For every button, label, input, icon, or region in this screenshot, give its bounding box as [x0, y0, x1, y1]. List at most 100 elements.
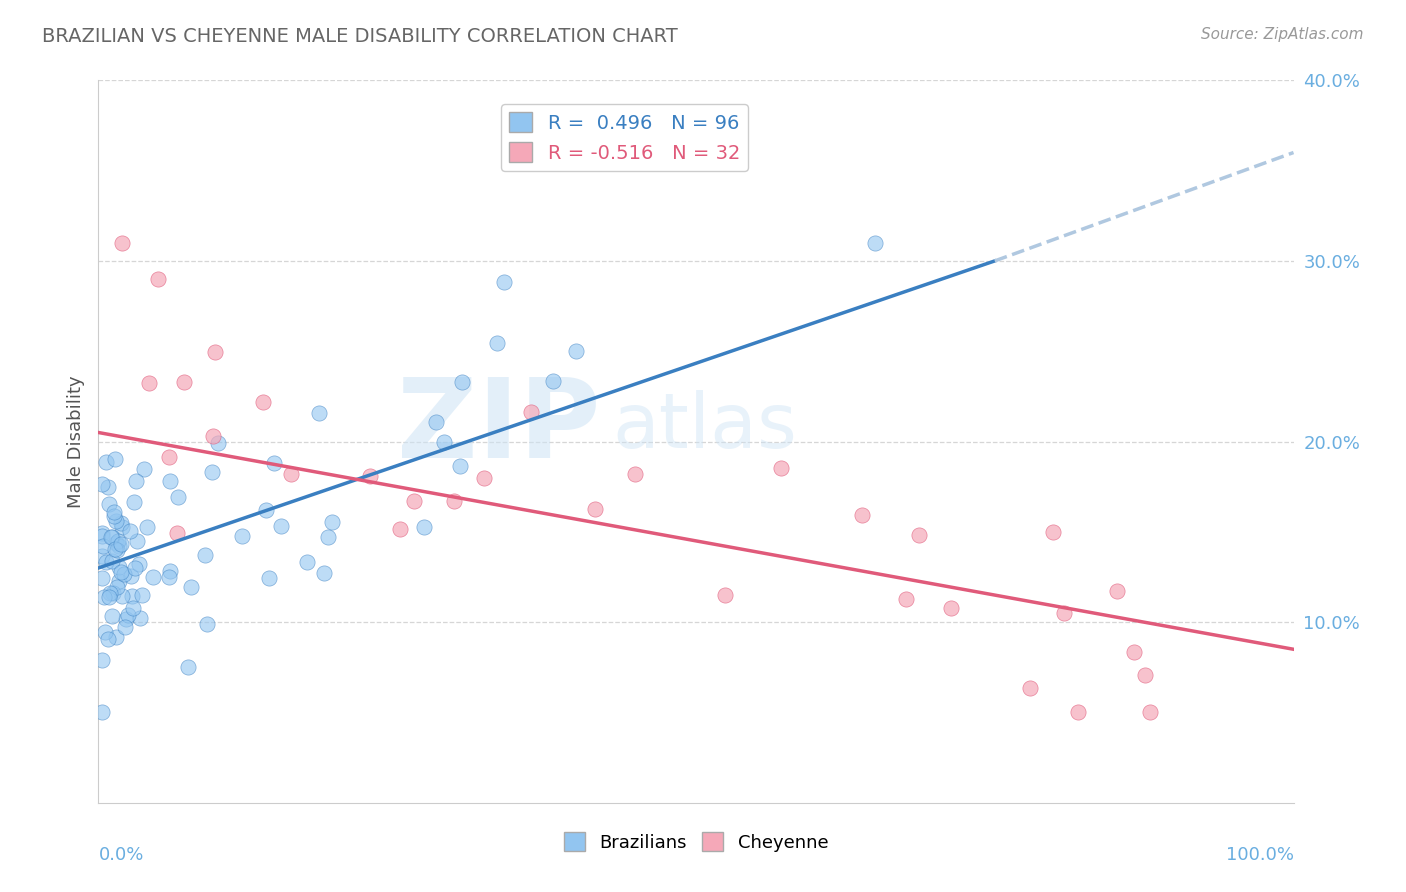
Point [107, 533, 129, 548]
Point [451, 375, 474, 389]
Point [108, 574, 131, 589]
Point [270, 518, 292, 533]
Point [104, 452, 127, 467]
Point [1053, 606, 1076, 620]
Point [120, 524, 142, 538]
Point [195, 617, 218, 632]
Point [159, 564, 181, 578]
Point [413, 519, 436, 533]
Point [97, 497, 120, 511]
Point [91, 706, 114, 720]
Point [136, 519, 159, 533]
Point [166, 525, 188, 540]
Point [321, 515, 343, 529]
Text: 100.0%: 100.0% [1226, 847, 1294, 864]
Point [107, 539, 129, 553]
Point [180, 580, 202, 594]
Point [157, 570, 180, 584]
Point [359, 469, 381, 483]
Point [98, 586, 121, 600]
Point [142, 570, 165, 584]
Point [201, 466, 224, 480]
Point [98, 591, 121, 605]
Point [314, 566, 336, 580]
Point [388, 522, 411, 536]
Point [443, 494, 465, 508]
Point [121, 601, 143, 615]
Point [122, 495, 145, 509]
Point [138, 376, 160, 391]
Point [485, 336, 508, 351]
Text: Source: ZipAtlas.com: Source: ZipAtlas.com [1201, 27, 1364, 42]
Point [624, 467, 647, 481]
Point [280, 467, 302, 481]
Point [1067, 706, 1090, 720]
Point [433, 435, 456, 450]
Point [111, 589, 134, 603]
Point [252, 395, 274, 409]
Point [108, 560, 131, 574]
Point [159, 474, 181, 488]
Point [128, 557, 150, 571]
Point [110, 520, 132, 534]
Point [316, 530, 339, 544]
Point [148, 272, 170, 286]
Point [105, 542, 128, 557]
Point [254, 503, 277, 517]
Point [1139, 706, 1161, 720]
Point [93, 590, 115, 604]
Point [177, 660, 200, 674]
Point [105, 514, 128, 528]
Point [125, 534, 148, 549]
Point [125, 475, 148, 489]
Point [295, 555, 318, 569]
Point [101, 554, 124, 568]
Point [908, 528, 931, 542]
Point [541, 374, 564, 388]
Point [110, 565, 132, 579]
Point [103, 508, 125, 523]
Point [124, 561, 146, 575]
Point [110, 516, 132, 530]
Point [131, 588, 153, 602]
Point [101, 530, 124, 544]
Text: 0.0%: 0.0% [98, 847, 143, 864]
Point [104, 542, 127, 557]
Text: atlas: atlas [613, 390, 797, 464]
Point [851, 508, 873, 523]
Legend: Brazilians, Cheyenne: Brazilians, Cheyenne [557, 825, 835, 859]
Point [167, 491, 190, 505]
Point [201, 429, 224, 443]
Point [173, 375, 195, 389]
Point [583, 501, 606, 516]
Point [207, 436, 229, 450]
Point [896, 592, 918, 607]
Point [91, 529, 114, 543]
Point [157, 450, 180, 464]
Point [1042, 525, 1064, 540]
Point [101, 586, 124, 600]
Point [402, 494, 425, 508]
Point [91, 570, 114, 584]
Point [111, 235, 134, 250]
Point [105, 580, 128, 594]
Point [257, 571, 280, 585]
Point [103, 505, 125, 519]
Point [519, 405, 541, 419]
Point [94, 455, 117, 469]
Y-axis label: Male Disability: Male Disability [66, 376, 84, 508]
Point [91, 525, 114, 540]
Point [263, 456, 285, 470]
Point [449, 458, 471, 473]
Point [939, 600, 962, 615]
Point [769, 461, 792, 475]
Point [100, 531, 122, 545]
Text: BRAZILIAN VS CHEYENNE MALE DISABILITY CORRELATION CHART: BRAZILIAN VS CHEYENNE MALE DISABILITY CO… [42, 27, 678, 45]
Point [425, 415, 447, 429]
Point [494, 275, 516, 289]
Point [91, 549, 114, 563]
Point [204, 345, 226, 359]
Point [110, 537, 132, 551]
Point [194, 548, 217, 562]
Point [132, 462, 155, 476]
